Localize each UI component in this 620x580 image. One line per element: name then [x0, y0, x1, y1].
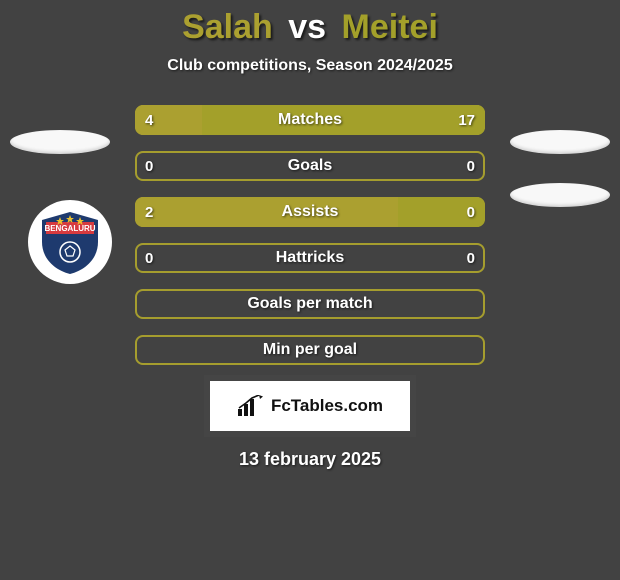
stat-row: Hattricks00	[135, 243, 485, 273]
club-badge-svg: BENGALURU	[36, 208, 104, 276]
subtitle-text: Club competitions, Season 2024/2025	[0, 57, 620, 75]
bar-fill-left	[135, 197, 398, 227]
bar-value-left: 2	[145, 197, 153, 227]
stat-row: Min per goal	[135, 335, 485, 365]
date-text: 13 february 2025	[0, 449, 620, 470]
stat-row: Matches417	[135, 105, 485, 135]
stat-row: Assists20	[135, 197, 485, 227]
player2-name: Meitei	[342, 8, 438, 46]
bar-value-right: 17	[458, 105, 475, 135]
bar-fill-right	[202, 105, 486, 135]
stat-row: Goals per match	[135, 289, 485, 319]
brand-text: FcTables.com	[271, 396, 383, 416]
page-title: Salah vs Meitei	[0, 0, 620, 47]
player2-silhouette-head	[510, 130, 610, 154]
brand-attribution: FcTables.com	[210, 381, 410, 431]
brand-icon	[237, 395, 265, 417]
bar-value-right: 0	[467, 151, 475, 181]
club-badge: BENGALURU	[28, 200, 112, 284]
bar-value-left: 0	[145, 243, 153, 273]
bar-value-right: 0	[467, 197, 475, 227]
vs-label: vs	[288, 8, 326, 46]
badge-text: BENGALURU	[44, 224, 95, 233]
comparison-stage: BENGALURU Matches417Goals00Assists20Hatt…	[0, 105, 620, 365]
player2-silhouette-shoulders	[510, 183, 610, 207]
bar-track	[135, 335, 485, 365]
bar-value-right: 0	[467, 243, 475, 273]
player1-silhouette-head	[10, 130, 110, 154]
bar-track	[135, 243, 485, 273]
bar-value-left: 0	[145, 151, 153, 181]
bar-chart: Matches417Goals00Assists20Hattricks00Goa…	[135, 105, 485, 365]
bar-value-left: 4	[145, 105, 153, 135]
bar-track	[135, 151, 485, 181]
stat-row: Goals00	[135, 151, 485, 181]
player1-name: Salah	[182, 8, 273, 46]
bar-track	[135, 289, 485, 319]
